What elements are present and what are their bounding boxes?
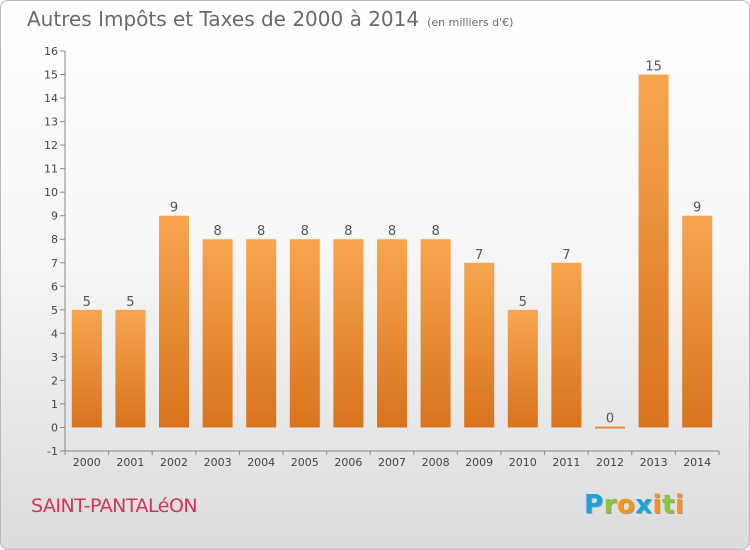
title-unit: (en milliers d'€) bbox=[427, 16, 514, 29]
bar bbox=[464, 262, 495, 428]
bar-value-label: 8 bbox=[431, 224, 439, 239]
bar-value-label: 7 bbox=[475, 248, 483, 263]
logo-letter: r bbox=[603, 490, 617, 520]
x-tick-label: 2009 bbox=[465, 456, 493, 469]
bar bbox=[333, 239, 364, 428]
bar bbox=[551, 262, 582, 428]
bar-value-label: 8 bbox=[344, 224, 352, 239]
title-text: Autres Impôts et Taxes de 2000 à 2014 bbox=[27, 7, 420, 31]
commune-name: SAINT-PANTALéON bbox=[31, 495, 198, 517]
bar-value-label: 8 bbox=[301, 224, 309, 239]
bar-value-label: 5 bbox=[519, 295, 527, 310]
y-tick-label: 13 bbox=[44, 116, 58, 129]
y-tick-label: 1 bbox=[51, 398, 58, 411]
bar bbox=[246, 239, 277, 428]
y-tick-label: 16 bbox=[44, 45, 58, 58]
x-tick-label: 2006 bbox=[334, 456, 362, 469]
y-tick-label: 10 bbox=[44, 186, 58, 199]
y-tick-label: 9 bbox=[51, 210, 58, 223]
bar bbox=[202, 239, 233, 428]
y-tick-label: 11 bbox=[44, 163, 58, 176]
bar-value-label: 5 bbox=[126, 295, 134, 310]
y-tick-label: 6 bbox=[51, 280, 58, 293]
logo-letter: x bbox=[635, 490, 653, 520]
y-tick-label: 14 bbox=[44, 92, 58, 105]
bar-value-label: 7 bbox=[562, 248, 570, 263]
bar bbox=[115, 309, 146, 428]
y-tick-label: 15 bbox=[44, 69, 58, 82]
logo-letter: t bbox=[661, 490, 675, 520]
bar bbox=[71, 309, 102, 428]
y-tick-label: 12 bbox=[44, 139, 58, 152]
x-tick-label: 2005 bbox=[291, 456, 319, 469]
bar bbox=[420, 239, 451, 428]
bar bbox=[682, 215, 713, 428]
bar bbox=[159, 215, 189, 428]
y-tick-label: 5 bbox=[51, 304, 58, 317]
x-tick-label: 2011 bbox=[552, 456, 580, 469]
chart-title: Autres Impôts et Taxes de 2000 à 2014 (en… bbox=[27, 7, 513, 31]
bar-value-label: 9 bbox=[170, 201, 178, 216]
bars bbox=[71, 74, 713, 429]
x-tick-label: 2007 bbox=[378, 456, 406, 469]
data-labels: 5 5 9 8 8 8 8 8 8 7 5 7 0 15 9 bbox=[83, 60, 702, 427]
bar bbox=[507, 309, 538, 428]
bar bbox=[595, 426, 625, 429]
x-tick-label: 2000 bbox=[73, 456, 101, 469]
x-tick-label: 2013 bbox=[640, 456, 668, 469]
x-tick-label: 2008 bbox=[422, 456, 450, 469]
bar bbox=[289, 239, 320, 428]
x-tick-label: 2010 bbox=[509, 456, 537, 469]
bar-value-label: 15 bbox=[645, 60, 662, 75]
x-tick-label: 2001 bbox=[116, 456, 144, 469]
bar-value-label: 8 bbox=[257, 224, 265, 239]
x-tick-label: 2004 bbox=[247, 456, 275, 469]
logo-letter: i bbox=[652, 490, 662, 520]
logo-letter: i bbox=[674, 490, 685, 520]
bar bbox=[638, 74, 669, 428]
proxiti-logo[interactable]: Proxiti bbox=[584, 490, 684, 520]
x-tick-label: 2014 bbox=[683, 456, 711, 469]
y-tick-label: 0 bbox=[51, 421, 58, 434]
y-tick-label: 4 bbox=[51, 327, 58, 340]
logo-letter: o bbox=[616, 490, 636, 520]
y-tick-label: 8 bbox=[51, 233, 58, 246]
bar-value-label: 8 bbox=[388, 224, 396, 239]
y-tick-label: -1 bbox=[47, 445, 58, 458]
x-tick-label: 2003 bbox=[204, 456, 232, 469]
bar-value-label: 9 bbox=[693, 201, 701, 216]
y-tick-label: 7 bbox=[51, 257, 58, 270]
x-tick-label: 2012 bbox=[596, 456, 624, 469]
bar bbox=[377, 239, 407, 428]
x-axis: 2000 2001 2002 2003 2004 2005 2006 2007 2008 2009… bbox=[64, 450, 720, 469]
bar-value-label: 5 bbox=[83, 295, 91, 310]
bar-value-label: 0 bbox=[606, 411, 614, 426]
bar-value-label: 8 bbox=[213, 224, 221, 239]
logo-letter: P bbox=[584, 490, 604, 520]
y-tick-label: 3 bbox=[51, 351, 58, 364]
x-tick-label: 2002 bbox=[160, 456, 188, 469]
y-tick-label: 2 bbox=[51, 374, 58, 387]
